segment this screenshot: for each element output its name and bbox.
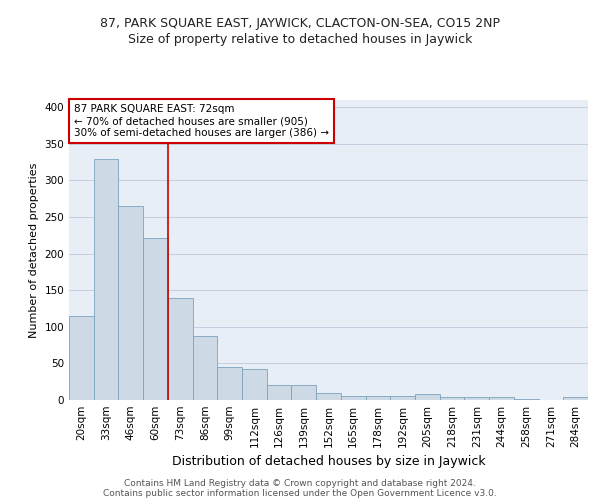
Text: Contains HM Land Registry data © Crown copyright and database right 2024.: Contains HM Land Registry data © Crown c… xyxy=(124,478,476,488)
Bar xyxy=(464,397,489,400)
Text: 87 PARK SQUARE EAST: 72sqm
← 70% of detached houses are smaller (905)
30% of sem: 87 PARK SQUARE EAST: 72sqm ← 70% of deta… xyxy=(74,104,329,138)
Bar xyxy=(365,396,390,400)
Bar xyxy=(415,394,440,400)
X-axis label: Distribution of detached houses by size in Jaywick: Distribution of detached houses by size … xyxy=(172,456,485,468)
Bar xyxy=(390,396,415,400)
Bar xyxy=(193,336,217,400)
Bar xyxy=(217,367,242,400)
Text: Contains public sector information licensed under the Open Government Licence v3: Contains public sector information licen… xyxy=(103,488,497,498)
Text: 87, PARK SQUARE EAST, JAYWICK, CLACTON-ON-SEA, CO15 2NP: 87, PARK SQUARE EAST, JAYWICK, CLACTON-O… xyxy=(100,18,500,30)
Bar xyxy=(168,298,193,400)
Y-axis label: Number of detached properties: Number of detached properties xyxy=(29,162,39,338)
Bar xyxy=(440,397,464,400)
Bar xyxy=(143,238,168,400)
Bar xyxy=(563,397,588,400)
Bar xyxy=(341,396,365,400)
Bar xyxy=(118,206,143,400)
Text: Size of property relative to detached houses in Jaywick: Size of property relative to detached ho… xyxy=(128,32,472,46)
Bar xyxy=(316,392,341,400)
Bar xyxy=(242,370,267,400)
Bar xyxy=(94,158,118,400)
Bar xyxy=(489,397,514,400)
Bar xyxy=(292,386,316,400)
Bar xyxy=(267,386,292,400)
Bar xyxy=(69,316,94,400)
